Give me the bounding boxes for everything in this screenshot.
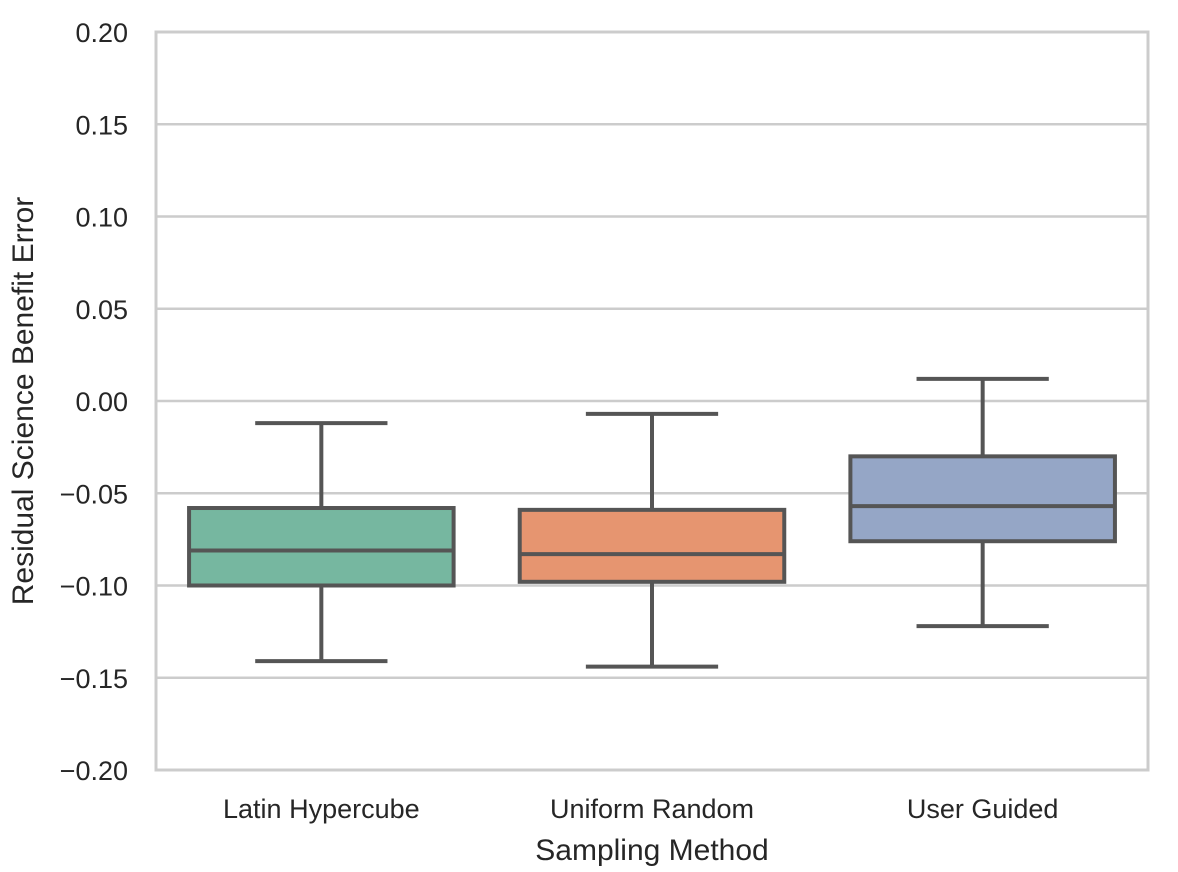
x-tick-label: Uniform Random: [550, 794, 754, 824]
iqr-box: [517, 507, 787, 584]
box-2: [848, 376, 1117, 629]
x-tick-labels: Latin Hypercube Uniform Random User Guided: [223, 794, 1058, 824]
y-tick-label: 0.10: [75, 203, 128, 233]
iqr-box: [848, 454, 1117, 544]
boxes-layer: [187, 376, 1117, 669]
y-tick-label: 0.20: [75, 18, 128, 48]
y-tick-label: −0.05: [60, 479, 128, 509]
x-axis-label: Sampling Method: [535, 834, 768, 867]
y-tick-label: 0.15: [75, 110, 128, 140]
y-tick-label: −0.20: [60, 756, 128, 786]
box-0: [187, 421, 456, 664]
y-tick-label: 0.05: [75, 295, 128, 325]
y-tick-label: −0.15: [60, 664, 128, 694]
plot-frame: [154, 30, 1150, 772]
y-tick-label: −0.10: [60, 572, 128, 602]
y-tick-label: 0.00: [75, 387, 128, 417]
y-axis-label: Residual Science Benefit Error: [7, 197, 40, 606]
y-tick-labels: −0.20 −0.15 −0.10 −0.05 0.00 0.05 0.10 0.15 0.20: [60, 18, 128, 786]
iqr-box: [187, 506, 456, 588]
x-tick-label: Latin Hypercube: [223, 794, 420, 824]
box-1: [517, 411, 787, 669]
x-tick-label: User Guided: [907, 794, 1059, 824]
